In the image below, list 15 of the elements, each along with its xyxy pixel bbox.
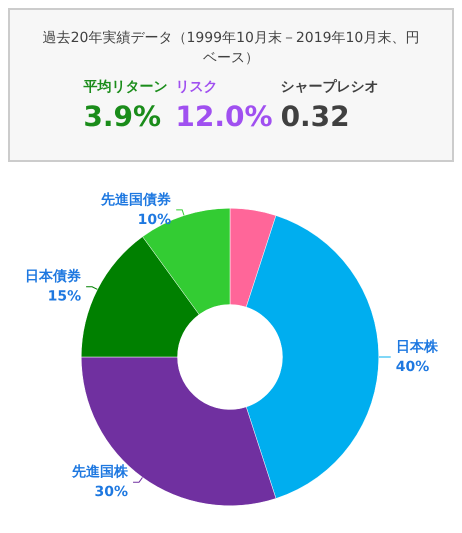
text: リスク xyxy=(175,78,218,97)
text: 12.0% xyxy=(175,99,273,135)
data-label: 40% xyxy=(396,359,430,375)
slice-label: 先進国債券 xyxy=(100,192,172,208)
text: 3.9% xyxy=(83,99,162,135)
data-label: 30% xyxy=(94,484,128,500)
slice-label: 日本株 xyxy=(396,339,439,355)
text: 平均リターン xyxy=(83,78,168,97)
text: 過去20年実績データ（1999年10月末－2019年10月末、円ベース） xyxy=(42,29,420,68)
data-label: 10% xyxy=(138,212,172,228)
text: シャープレシオ xyxy=(280,78,379,97)
text: 0.32 xyxy=(280,99,351,135)
data-label: 15% xyxy=(48,288,82,305)
slice-label: 先進国株 xyxy=(71,464,130,480)
slice-label: 日本債券 xyxy=(25,268,82,285)
